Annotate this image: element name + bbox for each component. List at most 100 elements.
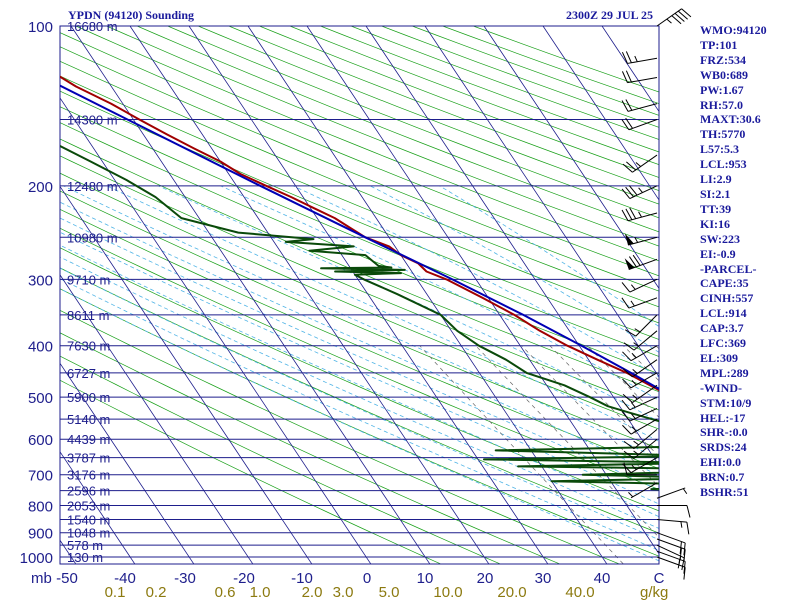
wind-barb: [624, 314, 658, 337]
dry-adiabat-line: [60, 309, 620, 564]
index-entry: PW:1.67: [700, 82, 744, 97]
wind-barb: [622, 418, 658, 435]
dry-adiabat-line: [320, 26, 659, 153]
wind-barb: [623, 330, 658, 351]
index-entry: SI:2.1: [700, 186, 731, 201]
index-entry: CAP:3.7: [700, 321, 744, 336]
index-entry: CINH:557: [700, 291, 754, 306]
temperature-tick-label: 0: [363, 570, 371, 587]
mixing-ratio-tick-label: 3.0: [333, 584, 354, 600]
temperature-tick-label: 10: [417, 570, 434, 587]
isotherm-line: [129, 26, 490, 564]
dry-adiabat-line: [60, 332, 560, 564]
wind-barb: [622, 372, 658, 389]
wind-barb: [656, 519, 690, 535]
index-entry: SRDS:24: [700, 440, 747, 455]
moist-adiabat-line: [60, 267, 659, 541]
dry-adiabat-line: [350, 26, 659, 140]
isotherm-line: [60, 185, 313, 564]
mixing-ratio-line: [549, 345, 659, 457]
isotherm-line: [70, 26, 431, 564]
wind-barb: [621, 297, 658, 309]
dry-adiabat-line: [60, 106, 659, 357]
index-entry: BRN:0.7: [700, 470, 745, 485]
temperature-tick-label: 20: [477, 570, 494, 587]
index-entry: TH:5770: [700, 127, 746, 142]
wind-barb: [622, 457, 658, 474]
dry-adiabat-line: [289, 26, 659, 165]
wind-barb: [621, 99, 658, 112]
dry-adiabats: [60, 26, 659, 564]
wind-barb: [621, 117, 658, 131]
height-label: 12480 m: [67, 179, 118, 194]
temperature-tick-label: -20: [233, 570, 255, 587]
height-label: 130 m: [67, 550, 103, 565]
index-entry: EHI:0.0: [700, 455, 742, 470]
height-label: 16680 m: [67, 19, 118, 34]
height-label: 6727 m: [67, 366, 110, 381]
moist-adiabats: [60, 185, 659, 562]
mixing-ratio-lines: [419, 345, 659, 564]
index-entry: HEL:-17: [700, 410, 746, 425]
station-title: YPDN (94120) Sounding: [68, 8, 195, 22]
index-entry: EL:309: [700, 350, 739, 365]
index-entry: EI:-0.9: [700, 246, 736, 261]
pressure-tick-label: 100: [28, 19, 53, 36]
isotherm-line: [60, 362, 195, 564]
plot-frame: [59, 25, 660, 565]
height-label: 3176 m: [67, 468, 110, 483]
dry-adiabat-line: [75, 26, 659, 262]
moist-adiabat-line: [106, 185, 659, 442]
isotherm-line: [0, 26, 17, 564]
mixing-ratio-tick-label: 20.0: [497, 584, 526, 600]
wind-barb: [656, 556, 686, 580]
moist-adiabat-line: [220, 185, 659, 401]
dry-adiabat-line: [60, 379, 441, 564]
pressure-tick-label: 500: [28, 390, 53, 407]
isotherms: [0, 26, 659, 564]
index-entry: RH:57.0: [700, 97, 743, 112]
pressure-tick-label: 1000: [20, 550, 53, 567]
observation-time: 2300Z 29 JUL 25: [566, 8, 654, 22]
temperature-profile: [60, 75, 659, 392]
height-label: 5900 m: [67, 390, 110, 405]
dry-adiabat-line: [60, 138, 659, 393]
isotherm-line: [60, 274, 254, 564]
mixing-ratio-unit-label: g/kg: [640, 584, 668, 600]
mixing-ratio-tick-label: 10.0: [433, 584, 462, 600]
dry-adiabat-line: [381, 26, 659, 128]
temperature-tick-label: -40: [114, 570, 136, 587]
wind-barb: [628, 482, 658, 499]
wind-barb: [621, 51, 658, 64]
dry-adiabat-line: [60, 122, 659, 375]
height-label: 2596 m: [67, 484, 110, 499]
mixing-ratio-tick-label: 1.0: [250, 584, 271, 600]
moist-adiabat-line: [60, 256, 659, 529]
index-entry: TT:39: [700, 201, 732, 216]
dry-adiabat-line: [60, 190, 659, 449]
dry-adiabat-line: [60, 60, 659, 308]
height-label: 14300 m: [67, 113, 118, 128]
dry-adiabat-line: [136, 26, 659, 233]
dry-adiabat-line: [60, 90, 659, 340]
moist-adiabat-line: [369, 185, 659, 353]
wind-barb: [622, 384, 658, 403]
mixing-ratio-tick-label: 0.6: [215, 584, 236, 600]
isotherm-line: [365, 26, 659, 467]
wind-barb: [621, 70, 658, 84]
index-entry: LI:2.9: [700, 172, 732, 187]
dry-adiabat-line: [60, 32, 659, 277]
index-entry: L57:5.3: [700, 142, 739, 157]
mixing-ratio-tick-label: 5.0: [379, 584, 400, 600]
height-label: 4439 m: [67, 432, 110, 447]
wind-barb: [623, 429, 658, 450]
index-entry: BSHR:51: [700, 485, 749, 500]
index-entry: KI:16: [700, 216, 730, 231]
moist-adiabat-line: [63, 185, 659, 460]
moist-adiabat-line: [60, 201, 659, 476]
temperature-tick-label: -50: [56, 570, 78, 587]
wind-barb: [622, 345, 658, 362]
dry-adiabat-line: [60, 208, 659, 470]
